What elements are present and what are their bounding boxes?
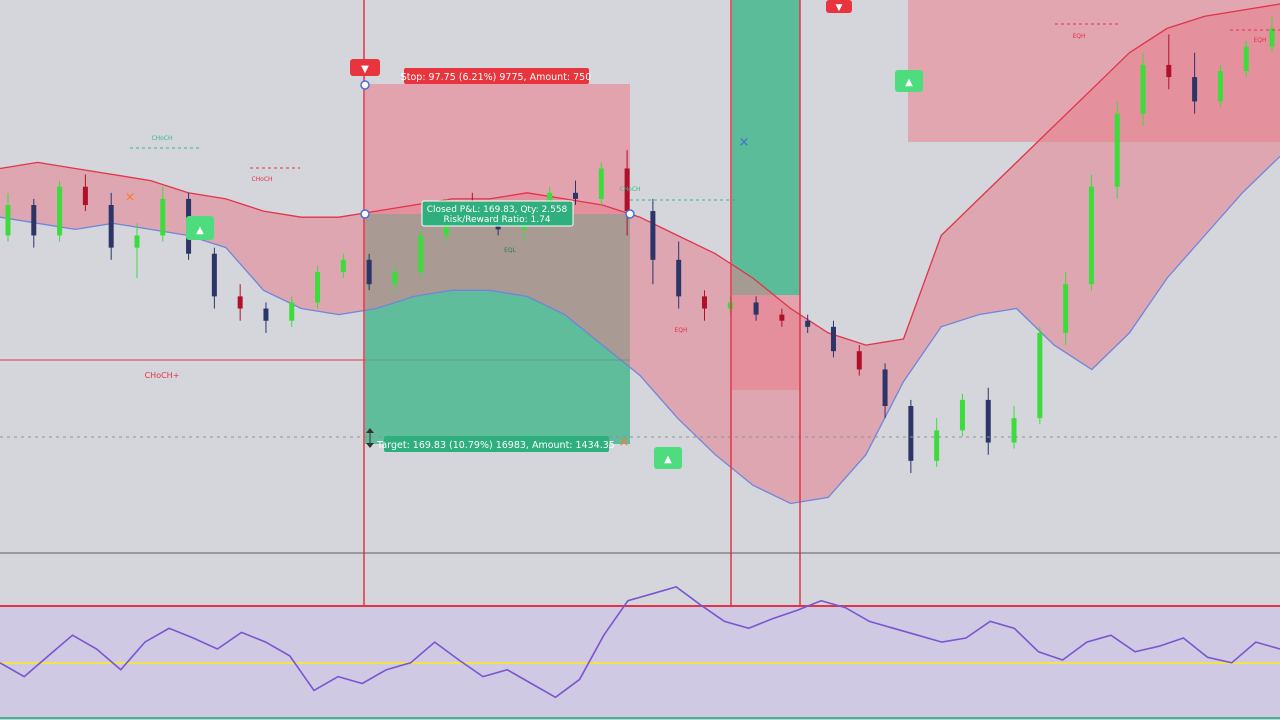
target-handle[interactable] [366,428,374,448]
stop-zone [365,84,630,214]
candle [57,180,63,242]
cross-marker-1: × [125,190,136,205]
candle [908,399,914,473]
entry-handle[interactable] [360,209,370,219]
candle [1166,34,1172,90]
sell-signal-2[interactable]: ▼ [826,0,852,13]
choch-small-annotation-3: CHoCH [619,186,640,193]
cross-marker-2: × [619,435,630,450]
candle [5,192,11,242]
sell-signal-1[interactable]: ▼ [350,59,380,76]
candle [366,253,372,291]
sell-signal-icon: ▼ [836,3,843,13]
candle [31,198,37,248]
candle [753,296,759,321]
candle [160,186,166,242]
candle [289,296,295,327]
cross-marker-3: × [739,135,750,150]
candle [1037,326,1043,425]
sell-signal-icon: ▼ [361,64,369,75]
buy-signal-1[interactable]: ▲ [186,216,214,240]
candle [392,265,398,291]
candle [805,314,811,333]
target-label: Target: 169.83 (10.79%) 16983, Amount: 1… [376,440,615,451]
stop-label: Stop: 97.75 (6.21%) 9775, Amount: 750 [401,72,592,83]
candle [108,192,114,260]
candle [934,418,940,467]
candle [1192,52,1198,114]
closed-label-box [421,200,574,227]
candle [1269,16,1275,53]
candle [1217,64,1223,108]
eqh-annotation-2: EQH [1072,33,1085,40]
candle [418,229,424,279]
candle [1114,101,1120,199]
eqh-annotation-3: EQH [1253,37,1266,44]
closed-pnl-label: Closed P&L: 169.83, Qty: 2.558 [427,205,568,215]
stop-label-box [404,68,589,84]
buy-signal-3[interactable]: ▲ [895,70,923,92]
trade-zone-2-target [732,0,800,295]
candle [237,284,243,321]
candle [701,290,707,321]
candle [1011,406,1017,449]
oscillator-line [0,586,1280,699]
upper-band-line [0,3,1280,346]
buy-signal-icon: ▲ [664,454,672,465]
candle [959,393,965,437]
lower-band-line [0,155,1280,505]
candle [598,162,604,205]
candle [985,387,991,455]
candle [340,253,346,279]
candle [1140,52,1146,126]
buy-signal-icon: ▲ [196,225,204,236]
candle [882,363,888,419]
candle [1243,40,1249,78]
target-label-box [384,436,609,452]
candle [82,174,88,212]
choch-small-annotation-1: CHoCH [151,135,172,142]
buy-signal-2[interactable]: ▲ [654,447,682,469]
candle [830,320,836,358]
candle [1088,174,1094,291]
candle [650,198,656,285]
candle [856,345,862,376]
choch-small-annotation-2: CHoCH [251,176,272,183]
candle [676,241,682,309]
risk-reward-label: Risk/Reward Ratio: 1.74 [443,215,550,225]
candle [624,150,630,236]
candle [779,308,785,327]
stop-handle[interactable] [360,80,370,90]
candle [573,180,579,205]
candle [211,247,217,309]
entry-right-handle[interactable] [625,209,635,219]
band-cloud [0,4,1280,504]
eqh-annotation-1: EQH [674,327,687,334]
candle [315,265,321,309]
candle [134,223,140,279]
bands-layer [0,3,1280,505]
buy-signal-icon: ▲ [905,77,913,88]
candle [263,302,269,333]
candle [1063,272,1069,346]
eql-annotation: EQL [504,247,517,254]
choch-annotation: CHoCH+ [145,371,180,380]
